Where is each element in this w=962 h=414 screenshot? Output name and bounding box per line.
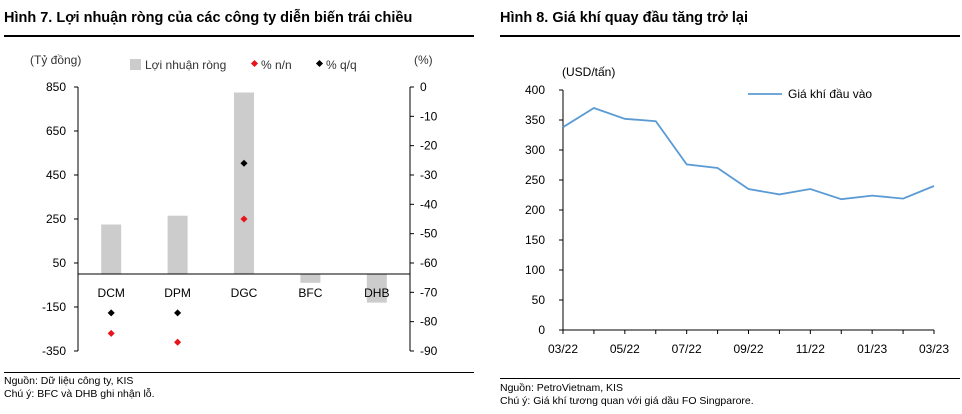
marker-qoq-dpm — [174, 309, 182, 317]
y-tick-label: 450 — [46, 168, 66, 182]
bar-dpm — [167, 215, 188, 274]
x-tick-label: DHB — [364, 286, 389, 300]
y2-tick-label: -70 — [420, 285, 438, 299]
y-tick-label: 350 — [525, 113, 545, 127]
footer-divider — [4, 372, 474, 373]
source-note: Nguồn: Dữ liệu công ty, KIS — [4, 375, 134, 387]
legend-marker — [250, 59, 259, 68]
footer-divider — [500, 378, 960, 379]
y-tick-label: -150 — [42, 300, 66, 314]
legend-label: Lợi nhuận ròng — [145, 58, 226, 72]
y-axis-label: (USD/tấn) — [562, 65, 615, 79]
x-tick-label: 11/22 — [796, 342, 825, 356]
legend-swatch — [130, 59, 141, 70]
marker-qoq-dcm — [107, 309, 115, 317]
net-profit-chart: (Tỷ đồng) (%) Lợi nhuận ròng % n/n % q/q 850 6… — [30, 53, 438, 358]
footnote: Chú ý: Giá khí tương quan với giá dầu FO… — [500, 395, 754, 407]
legend-label: Giá khí đầu vào — [788, 87, 872, 101]
x-tick-label: DCM — [98, 286, 125, 300]
x-tick-label: 03/23 — [919, 342, 949, 356]
legend-marker — [315, 59, 324, 68]
chart-title: Hình 7. Lợi nhuận ròng của các công ty d… — [4, 10, 413, 26]
x-tick-label: DGC — [231, 286, 258, 300]
marker-yoy-dcm — [107, 329, 115, 337]
x-tick-label: 07/22 — [672, 342, 702, 356]
x-tick-label: BFC — [298, 286, 322, 300]
y-tick-label: 250 — [525, 173, 545, 187]
bar-dhb — [366, 274, 387, 303]
bar-bfc — [300, 274, 321, 283]
chart-panel-gas-price: Hình 8. Giá khí quay đầu tăng trở lại (U… — [496, 0, 962, 414]
y2-tick-label: -30 — [420, 168, 438, 182]
y2-tick-label: -50 — [420, 227, 438, 241]
source-note: Nguồn: PetroVietnam, KIS — [500, 382, 623, 394]
y2-axis-label: (%) — [414, 53, 433, 67]
y-tick-label: 850 — [46, 80, 66, 94]
title-divider — [4, 35, 474, 37]
x-tick-label: 03/22 — [548, 342, 578, 356]
bar-dgc — [234, 92, 254, 274]
chart-title: Hình 8. Giá khí quay đầu tăng trở lại — [500, 10, 748, 26]
y2-tick-label: -10 — [420, 109, 438, 123]
y-tick-label: 400 — [525, 83, 545, 97]
y-tick-label: 0 — [538, 323, 545, 337]
x-tick-label: 01/23 — [857, 342, 887, 356]
bar-dcm — [101, 224, 122, 274]
x-tick-label: DPM — [164, 286, 191, 300]
footnote: Chú ý: BFC và DHB ghi nhận lỗ. — [4, 388, 155, 400]
y-tick-label: 650 — [46, 124, 66, 138]
y-tick-label: 150 — [525, 233, 545, 247]
y2-tick-label: -20 — [420, 139, 438, 153]
y2-tick-label: -60 — [420, 256, 438, 270]
y-tick-label: 100 — [525, 263, 545, 277]
y-axis-label: (Tỷ đồng) — [30, 53, 81, 67]
series-line-gas-price — [562, 107, 935, 201]
x-tick-label: 05/22 — [610, 342, 640, 356]
y2-tick-label: -90 — [420, 344, 438, 358]
y-tick-label: 250 — [46, 212, 66, 226]
y2-tick-label: 0 — [420, 80, 427, 94]
title-divider — [500, 35, 960, 37]
x-tick-label: 09/22 — [733, 342, 763, 356]
marker-yoy-dgc — [240, 215, 248, 223]
y-tick-label: 300 — [525, 143, 545, 157]
y-tick-label: 200 — [525, 203, 545, 217]
marker-yoy-dpm — [174, 338, 182, 346]
y-tick-label: -350 — [42, 344, 66, 358]
marker-qoq-dgc — [240, 159, 248, 167]
y2-tick-label: -80 — [420, 315, 438, 329]
legend-label: % n/n — [261, 58, 292, 72]
gas-price-chart: (USD/tấn) 0 50 100 150 200 250 300 350 400 03/22 05… — [525, 65, 949, 356]
y-tick-label: 50 — [532, 293, 546, 307]
legend-label: % q/q — [326, 58, 357, 72]
y-tick-label: 50 — [53, 256, 67, 270]
y2-tick-label: -40 — [420, 197, 438, 211]
chart-panel-net-profit: Hình 7. Lợi nhuận ròng của các công ty d… — [0, 0, 476, 414]
